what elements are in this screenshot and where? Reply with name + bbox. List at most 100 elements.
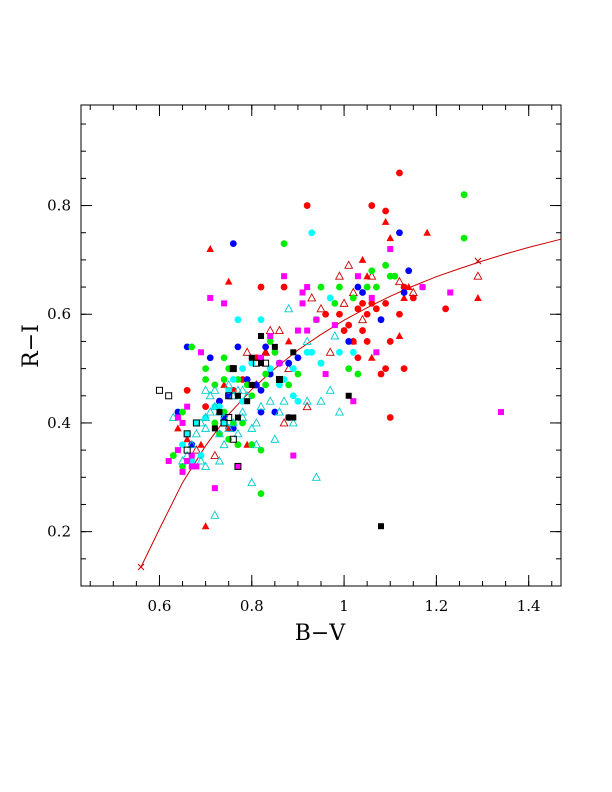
data-point (187, 439, 197, 449)
data-point (197, 440, 205, 448)
x-tick-label: 1.4 (517, 597, 541, 615)
data-point (358, 255, 367, 263)
data-point (225, 386, 233, 394)
data-point (372, 305, 380, 313)
axis-labels: 0.6 0.8 1 1.2 1.4 0.2 0.4 0.6 0.8 (47, 197, 540, 615)
data-point (288, 418, 298, 427)
data-point (349, 294, 357, 302)
data-point (354, 305, 362, 313)
data-point (262, 359, 270, 367)
data-point (394, 276, 405, 286)
data-point (284, 337, 293, 345)
fit-curve (140, 238, 562, 568)
data-point (354, 273, 361, 280)
data-point (225, 435, 233, 443)
data-point (202, 365, 210, 372)
data-point (220, 376, 228, 383)
data-point (262, 381, 270, 389)
data-point (257, 408, 265, 416)
data-point (258, 332, 264, 339)
data-point (405, 267, 413, 275)
y-tick-label: 0.2 (47, 523, 71, 541)
data-point (474, 293, 482, 301)
data-point (201, 412, 211, 421)
data-point (294, 397, 302, 405)
data-point (211, 485, 218, 492)
data-point (243, 376, 251, 383)
data-point (225, 414, 233, 422)
data-point (396, 169, 403, 177)
data-point (193, 463, 200, 470)
data-point (345, 365, 353, 372)
data-point (334, 271, 345, 280)
data-point (382, 207, 390, 215)
data-point (378, 523, 384, 530)
data-point (229, 240, 237, 247)
data-point (317, 359, 325, 367)
data-point (183, 386, 191, 394)
data-point (354, 370, 362, 378)
data-point (174, 414, 181, 421)
data-point (210, 401, 220, 411)
x-tick-label: 0.8 (240, 597, 264, 615)
data-point (400, 293, 408, 301)
data-point (257, 446, 265, 454)
data-point (274, 325, 285, 335)
data-point (307, 293, 317, 302)
data-point (336, 310, 343, 318)
data-point (396, 229, 403, 237)
data-point (408, 287, 418, 296)
data-point (248, 354, 255, 361)
data-point (174, 447, 181, 454)
data-point (201, 461, 211, 470)
data-point (257, 316, 265, 324)
data-point (239, 365, 246, 372)
data-point (281, 273, 288, 280)
data-point (274, 407, 285, 416)
data-point (316, 303, 326, 313)
data-point (239, 419, 246, 427)
data-point (498, 409, 504, 416)
data-point (248, 359, 256, 367)
data-point (228, 418, 238, 427)
data-point (387, 246, 394, 253)
data-point (234, 316, 242, 324)
data-point (242, 347, 252, 356)
data-point (289, 392, 297, 400)
data-point (382, 299, 390, 307)
data-point (210, 510, 220, 519)
data-point (359, 289, 366, 296)
data-point (377, 316, 385, 324)
data-point (473, 271, 483, 280)
data-point (214, 428, 225, 438)
data-point (322, 371, 329, 378)
data-point (302, 401, 312, 411)
data-point (367, 271, 377, 280)
fit-curve-group (137, 238, 562, 571)
data-point (285, 359, 293, 367)
axis-ticks (81, 105, 561, 587)
data-point (234, 463, 241, 470)
data-point (326, 294, 334, 302)
data-point (395, 331, 404, 339)
data-point (304, 284, 311, 291)
data-point (201, 522, 210, 530)
data-point (359, 327, 366, 334)
data-point (275, 375, 283, 383)
data-point (251, 439, 261, 449)
data-point (234, 462, 242, 470)
plot-border (80, 104, 562, 587)
data-point (322, 310, 330, 318)
data-point (257, 283, 265, 291)
data-point (205, 390, 215, 400)
data-point (179, 468, 186, 475)
data-point (224, 423, 234, 432)
data-point (169, 452, 177, 459)
data-point (423, 228, 431, 236)
data-point (334, 407, 345, 416)
data-point (191, 428, 201, 438)
data-point (183, 430, 191, 438)
data-point (206, 245, 215, 253)
data-point (396, 310, 403, 318)
